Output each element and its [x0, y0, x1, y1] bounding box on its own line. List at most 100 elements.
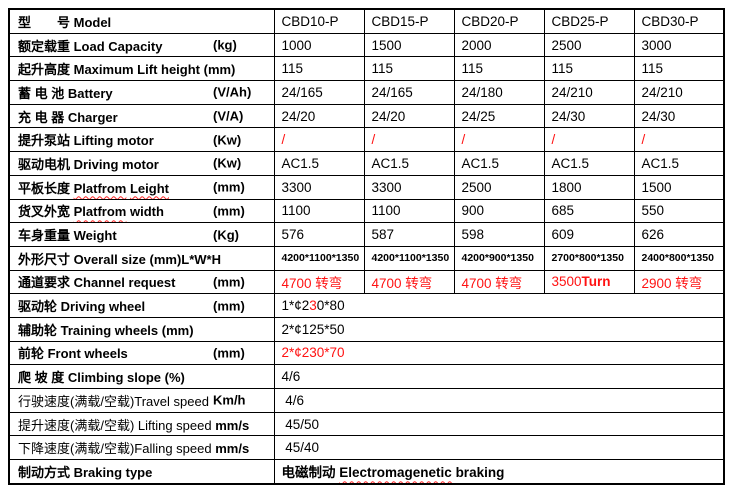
- row-label-platform-width[interactable]: 货叉外宽 Platfrom width (mm): [8, 198, 275, 224]
- spec-merged-cell-front-wheels[interactable]: 2*¢230*70: [273, 340, 725, 366]
- model-header-cell-model-0[interactable]: CBD10-P: [273, 8, 365, 34]
- spec-value-cell-platform-width-1[interactable]: 1100: [363, 198, 455, 224]
- spec-value-cell-platform-width-0[interactable]: 1100: [273, 198, 365, 224]
- model-header-cell-model-3[interactable]: CBD25-P: [543, 8, 635, 34]
- spec-value-cell-overall-size-3[interactable]: 2700*800*1350: [543, 245, 635, 271]
- spec-table-body: 型 号 Model CBD10-P CBD15-P CBD20-P CBD25-P CBD…: [8, 8, 725, 485]
- spec-value-cell-load-capacity-4[interactable]: 3000: [633, 32, 725, 58]
- spec-value-cell-battery-0[interactable]: 24/165: [273, 80, 365, 105]
- spec-value-cell-lifting-motor-4[interactable]: /: [633, 127, 725, 153]
- value-segment: 24/25: [461, 108, 496, 124]
- spec-value-cell-channel-request-4[interactable]: 2900 转弯: [633, 269, 725, 295]
- spec-value-cell-overall-size-4[interactable]: 2400*800*1350: [633, 245, 725, 271]
- spec-value-cell-lifting-motor-2[interactable]: /: [453, 127, 545, 153]
- row-label-weight[interactable]: 车身重量 Weight (Kg): [8, 222, 275, 247]
- spec-value-cell-overall-size-1[interactable]: 4200*1100*1350: [363, 245, 455, 271]
- spec-value-cell-weight-0[interactable]: 576: [273, 222, 365, 247]
- spec-value-cell-max-lift-height-3[interactable]: 115: [543, 56, 635, 82]
- spec-value-cell-platform-length-2[interactable]: 2500: [453, 174, 545, 200]
- spec-value-cell-channel-request-0[interactable]: 4700 转弯: [273, 269, 365, 295]
- row-label-model[interactable]: 型 号 Model: [8, 8, 275, 34]
- row-label-overall-size[interactable]: 外形尺寸 Overall size (mm)L*W*H: [8, 245, 275, 271]
- label-segment: mm/s: [215, 441, 250, 457]
- spec-merged-cell-driving-wheel[interactable]: 1*¢230*80: [273, 293, 725, 318]
- spec-value-cell-channel-request-1[interactable]: 4700 转弯: [363, 269, 455, 295]
- model-header-cell-model-2[interactable]: CBD20-P: [453, 8, 545, 34]
- value-segment: 2000: [461, 37, 492, 53]
- spec-merged-cell-training-wheels[interactable]: 2*¢125*50: [273, 316, 725, 342]
- spec-value-cell-charger-1[interactable]: 24/20: [363, 103, 455, 129]
- row-label-front-wheels[interactable]: 前轮 Front wheels (mm): [8, 340, 275, 366]
- row-label-charger[interactable]: 充 电 器 Charger (V/A): [8, 103, 275, 129]
- spec-value-cell-channel-request-2[interactable]: 4700 转弯: [453, 269, 545, 295]
- spec-value-cell-lifting-motor-1[interactable]: /: [363, 127, 455, 153]
- spec-value-cell-driving-motor-3[interactable]: AC1.5: [543, 151, 635, 176]
- spec-merged-cell-braking-type[interactable]: 电磁制动 Electromagenetic braking: [273, 459, 725, 485]
- spec-value-cell-weight-1[interactable]: 587: [363, 222, 455, 247]
- spec-value-cell-load-capacity-1[interactable]: 1500: [363, 32, 455, 58]
- spec-value-cell-driving-motor-1[interactable]: AC1.5: [363, 151, 455, 176]
- spec-merged-cell-climbing-slope[interactable]: 4/6: [273, 364, 725, 389]
- spec-value-cell-platform-width-3[interactable]: 685: [543, 198, 635, 224]
- spec-value-cell-load-capacity-3[interactable]: 2500: [543, 32, 635, 58]
- row-label-travel-speed[interactable]: 行驶速度(满载/空载)Travel speed Km/h: [8, 388, 275, 413]
- spec-value-cell-battery-1[interactable]: 24/165: [363, 80, 455, 105]
- spec-value-cell-overall-size-2[interactable]: 4200*900*1350: [453, 245, 545, 271]
- spec-value-cell-battery-3[interactable]: 24/210: [543, 80, 635, 105]
- row-label-channel-request[interactable]: 通道要求 Channel request (mm): [8, 269, 275, 295]
- spec-value-cell-load-capacity-2[interactable]: 2000: [453, 32, 545, 58]
- spec-value-cell-charger-3[interactable]: 24/30: [543, 103, 635, 129]
- spec-value-cell-charger-4[interactable]: 24/30: [633, 103, 725, 129]
- spec-value-cell-max-lift-height-0[interactable]: 115: [273, 56, 365, 82]
- spec-merged-cell-travel-speed[interactable]: 4/6: [273, 388, 725, 413]
- model-header-cell-model-1[interactable]: CBD15-P: [363, 8, 455, 34]
- spec-value-cell-max-lift-height-4[interactable]: 115: [633, 56, 725, 82]
- row-label-training-wheels[interactable]: 辅助轮 Training wheels (mm): [8, 316, 275, 342]
- row-label-lifting-speed[interactable]: 提升速度(满载/空载) Lifting speed mm/s: [8, 411, 275, 437]
- row-label-driving-wheel[interactable]: 驱动轮 Driving wheel (mm): [8, 293, 275, 318]
- spec-value-cell-platform-width-2[interactable]: 900: [453, 198, 545, 224]
- spec-value-cell-charger-2[interactable]: 24/25: [453, 103, 545, 129]
- spec-merged-cell-lifting-speed[interactable]: 45/50: [273, 411, 725, 437]
- row-label-max-lift-height[interactable]: 起升高度 Maximum Lift height (mm): [8, 56, 275, 82]
- spec-value-cell-lifting-motor-0[interactable]: /: [273, 127, 365, 153]
- spec-value-cell-driving-motor-0[interactable]: AC1.5: [273, 151, 365, 176]
- row-label-driving-motor[interactable]: 驱动电机 Driving motor (Kw): [8, 151, 275, 176]
- row-label-falling-speed[interactable]: 下降速度(满载/空载)Falling speed mm/s: [8, 435, 275, 461]
- spec-value-cell-charger-0[interactable]: 24/20: [273, 103, 365, 129]
- spec-value-cell-battery-4[interactable]: 24/210: [633, 80, 725, 105]
- spec-value-cell-platform-length-4[interactable]: 1500: [633, 174, 725, 200]
- row-unit-lifting-motor: (Kw): [213, 132, 242, 148]
- spec-value-cell-driving-motor-4[interactable]: AC1.5: [633, 151, 725, 176]
- spec-value-cell-battery-2[interactable]: 24/180: [453, 80, 545, 105]
- spec-value-cell-max-lift-height-2[interactable]: 115: [453, 56, 545, 82]
- spec-value-cell-weight-4[interactable]: 626: [633, 222, 725, 247]
- value-segment: CBD20-P: [461, 13, 519, 29]
- row-label-braking-type[interactable]: 制动方式 Braking type: [8, 459, 275, 485]
- row-label-platform-length[interactable]: 平板长度 Platfrom Leight (mm): [8, 174, 275, 200]
- row-label-climbing-slope[interactable]: 爬 坡 度 Climbing slope (%): [8, 364, 275, 389]
- value-segment: /: [551, 132, 556, 148]
- row-label-load-capacity[interactable]: 额定载重 Load Capacity (kg): [8, 32, 275, 58]
- model-header-cell-model-4[interactable]: CBD30-P: [633, 8, 725, 34]
- spec-value-cell-overall-size-0[interactable]: 4200*1100*1350: [273, 245, 365, 271]
- spec-value-cell-platform-width-4[interactable]: 550: [633, 198, 725, 224]
- spec-value-cell-platform-length-1[interactable]: 3300: [363, 174, 455, 200]
- row-label-battery[interactable]: 蓄 电 池 Battery (V/Ah): [8, 80, 275, 105]
- label-segment: Platfrom: [73, 204, 127, 220]
- spec-value-cell-max-lift-height-1[interactable]: 115: [363, 56, 455, 82]
- spec-value-cell-load-capacity-0[interactable]: 1000: [273, 32, 365, 58]
- row-label-lifting-motor[interactable]: 提升泵站 Lifting motor (Kw): [8, 127, 275, 153]
- spec-value-cell-platform-length-0[interactable]: 3300: [273, 174, 365, 200]
- spec-value-cell-driving-motor-2[interactable]: AC1.5: [453, 151, 545, 176]
- spec-value-cell-weight-2[interactable]: 598: [453, 222, 545, 247]
- value-segment: Electromagenetic: [339, 465, 452, 481]
- spec-value-cell-lifting-motor-3[interactable]: /: [543, 127, 635, 153]
- spec-value-cell-channel-request-3[interactable]: 3500Turn: [543, 269, 635, 295]
- row-unit-driving-motor: (Kw): [213, 155, 242, 171]
- row-unit-weight: (Kg): [213, 227, 239, 243]
- spec-value-cell-platform-length-3[interactable]: 1800: [543, 174, 635, 200]
- spec-value-cell-weight-3[interactable]: 609: [543, 222, 635, 247]
- spec-row-lifting-motor: 提升泵站 Lifting motor (Kw) / / / / /: [8, 127, 725, 153]
- spec-merged-cell-falling-speed[interactable]: 45/40: [273, 435, 725, 461]
